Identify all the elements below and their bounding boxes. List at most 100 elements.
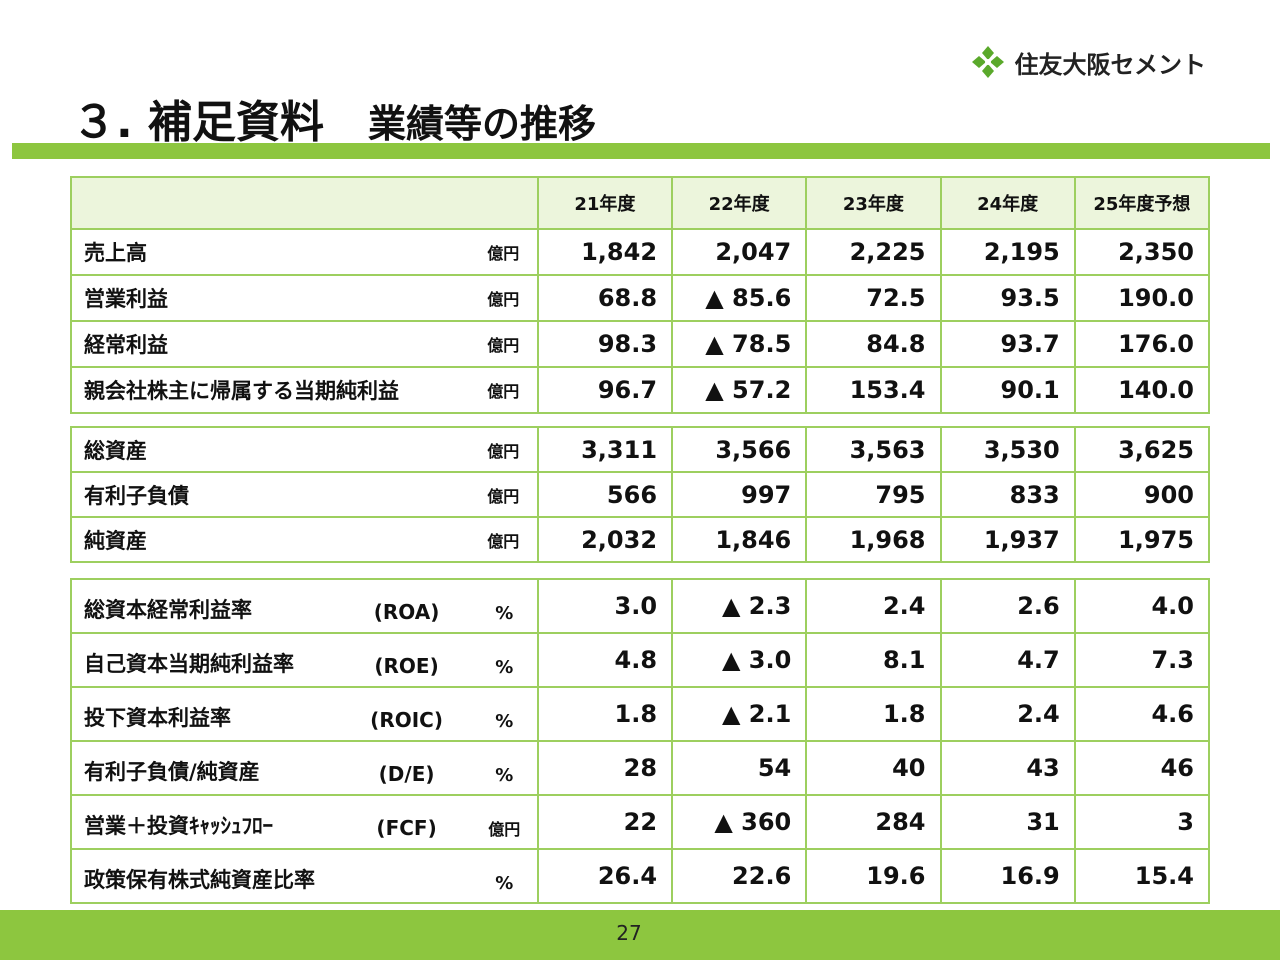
row-unit: 億円 [469,516,539,563]
value-cell: 16.9 [939,848,1076,904]
row-label: 有利子負債 [70,471,470,518]
table-row: 総資本経常利益率 (ROA) % 3.0 ▲ 2.3 2.4 2.6 4.0 [69,578,1211,634]
value-cell: 2,047 [671,228,808,276]
row-unit: 億円 [469,426,539,473]
value-cell: 22 [536,794,674,850]
row-abbreviation: (ROE) [341,632,472,688]
row-label: 総資本経常利益率 [69,578,342,634]
value-cell: 4.6 [1073,686,1211,742]
row-label: 純資産 [70,516,470,563]
footer-bar [0,910,1280,960]
value-cell: ▲ 2.1 [671,686,808,742]
balance-sheet-table: 総資産 億円 3,311 3,566 3,563 3,530 3,625 有利子… [70,426,1211,563]
row-label: 投下資本利益率 [69,686,342,742]
value-cell: 15.4 [1073,848,1211,904]
row-unit: % [471,632,539,688]
year-header: 22年度 [671,176,808,230]
table-row: 投下資本利益率 (ROIC) % 1.8 ▲ 2.1 1.8 2.4 4.6 [69,686,1211,742]
value-cell: 3,625 [1073,426,1211,473]
diamond-leaf-logo-icon [972,46,1005,78]
table-row: 自己資本当期純利益率 (ROE) % 4.8 ▲ 3.0 8.1 4.7 7.3 [69,632,1211,688]
row-unit: 億円 [469,228,539,276]
value-cell: 28 [536,740,674,796]
header-blank [469,176,539,230]
value-cell: 1,846 [671,516,808,563]
table-row: 親会社株主に帰属する当期純利益 億円 96.7 ▲ 57.2 153.4 90.… [70,366,1211,414]
financial-ratios-table: 総資本経常利益率 (ROA) % 3.0 ▲ 2.3 2.4 2.6 4.0 自… [69,578,1211,904]
year-header: 21年度 [536,176,674,230]
value-cell: 4.8 [536,632,674,688]
value-cell: 566 [536,471,674,518]
value-cell: 7.3 [1073,632,1211,688]
page-title-main: ３. 補足資料 [72,97,325,148]
value-cell: 72.5 [805,274,942,322]
value-cell: 997 [671,471,808,518]
page-title-sub: 業績等の推移 [368,102,597,146]
value-cell: 31 [939,794,1076,850]
value-cell: 19.6 [805,848,942,904]
table-row: 営業利益 億円 68.8 ▲ 85.6 72.5 93.5 190.0 [70,274,1211,322]
value-cell: 140.0 [1073,366,1211,414]
value-cell: 3.0 [536,578,674,634]
value-cell: 795 [805,471,942,518]
value-cell: ▲ 57.2 [671,366,808,414]
value-cell: 284 [805,794,942,850]
table-row: 営業＋投資ｷｬｯｼｭﾌﾛｰ (FCF) 億円 22 ▲ 360 284 31 3 [69,794,1211,850]
row-unit: 億円 [469,471,539,518]
value-cell: 1.8 [805,686,942,742]
value-cell: 3,311 [536,426,674,473]
table-row: 有利子負債/純資産 (D/E) % 28 54 40 43 46 [69,740,1211,796]
table-row: 総資産 億円 3,311 3,566 3,563 3,530 3,625 [70,426,1211,473]
value-cell: 4.7 [939,632,1076,688]
table-row: 純資産 億円 2,032 1,846 1,968 1,937 1,975 [70,516,1211,563]
row-abbreviation: (FCF) [341,794,472,850]
value-cell: 3 [1073,794,1211,850]
row-abbreviation [341,848,472,904]
value-cell: 2.4 [939,686,1076,742]
value-cell: 43 [939,740,1076,796]
row-label: 営業利益 [70,274,470,322]
row-unit: % [471,578,539,634]
page-number: 27 [616,921,642,945]
row-unit: % [471,740,539,796]
row-label: 親会社株主に帰属する当期純利益 [70,366,470,414]
value-cell: ▲ 3.0 [671,632,808,688]
row-unit: 億円 [469,320,539,368]
value-cell: 46 [1073,740,1211,796]
value-cell: 176.0 [1073,320,1211,368]
row-unit: 億円 [471,794,539,850]
row-label: 総資産 [70,426,470,473]
value-cell: 833 [939,471,1076,518]
value-cell: 26.4 [536,848,674,904]
value-cell: 3,530 [939,426,1076,473]
company-name: 住友大阪セメント [1014,50,1206,79]
value-cell: ▲ 78.5 [671,320,808,368]
header-blank [70,176,470,230]
row-abbreviation: (ROA) [341,578,472,634]
value-cell: ▲ 85.6 [671,274,808,322]
value-cell: 90.1 [939,366,1076,414]
value-cell: 93.5 [939,274,1076,322]
value-cell: 1,968 [805,516,942,563]
value-cell: 22.6 [671,848,808,904]
row-unit: 億円 [469,274,539,322]
value-cell: 2,195 [939,228,1076,276]
value-cell: 1,937 [939,516,1076,563]
value-cell: 2.4 [805,578,942,634]
row-label: 経常利益 [70,320,470,368]
financial-results-table: 21年度 22年度 23年度 24年度 25年度予想 売上高 億円 1,842 … [70,176,1211,414]
value-cell: 1,842 [536,228,674,276]
value-cell: 1,975 [1073,516,1211,563]
value-cell: 2,225 [805,228,942,276]
value-cell: 84.8 [805,320,942,368]
value-cell: 68.8 [536,274,674,322]
table-row: 政策保有株式純資産比率 % 26.4 22.6 19.6 16.9 15.4 [69,848,1211,904]
value-cell: 2,350 [1073,228,1211,276]
value-cell: 153.4 [805,366,942,414]
value-cell: 8.1 [805,632,942,688]
row-label: 有利子負債/純資産 [69,740,342,796]
row-label: 売上高 [70,228,470,276]
value-cell: ▲ 360 [671,794,808,850]
year-header: 24年度 [939,176,1076,230]
value-cell: 2.6 [939,578,1076,634]
